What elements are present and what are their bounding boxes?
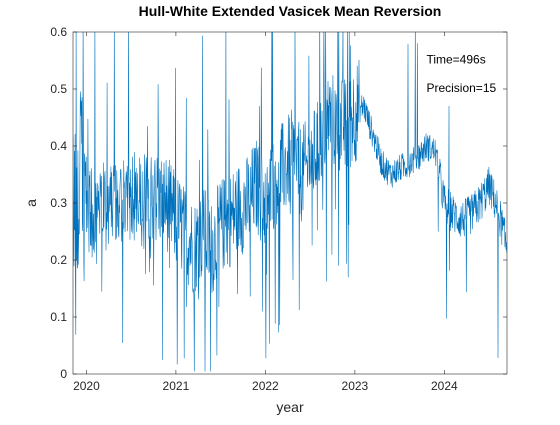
chart-title: Hull-White Extended Vasicek Mean Reversi… xyxy=(139,3,442,19)
y-tick-label: 0.4 xyxy=(50,139,67,153)
annotations: Time=496s Precision=15 xyxy=(426,52,496,95)
y-tick-label: 0.1 xyxy=(50,310,67,324)
x-tick-label: 2022 xyxy=(252,379,279,393)
x-tick-label: 2024 xyxy=(431,379,458,393)
y-tick-label: 0.6 xyxy=(50,25,67,39)
series-line xyxy=(73,32,507,372)
x-axis-label: year xyxy=(276,399,304,415)
x-axis: 2020 2021 2022 2023 2024 xyxy=(73,32,458,393)
x-tick-label: 2023 xyxy=(342,379,369,393)
y-axis-label: a xyxy=(23,199,39,207)
y-axis: 0 0.1 0.2 0.3 0.4 0.5 0.6 xyxy=(50,25,507,381)
annotation-text: Time=496s xyxy=(426,52,485,66)
x-tick-label: 2021 xyxy=(163,379,190,393)
y-tick-label: 0 xyxy=(60,367,67,381)
series-layer xyxy=(73,32,507,372)
y-tick-label: 0.5 xyxy=(50,82,67,96)
annotation-text: Precision=15 xyxy=(426,81,496,95)
x-tick-label: 2020 xyxy=(73,379,100,393)
y-tick-label: 0.2 xyxy=(50,253,67,267)
y-tick-label: 0.3 xyxy=(50,196,67,210)
